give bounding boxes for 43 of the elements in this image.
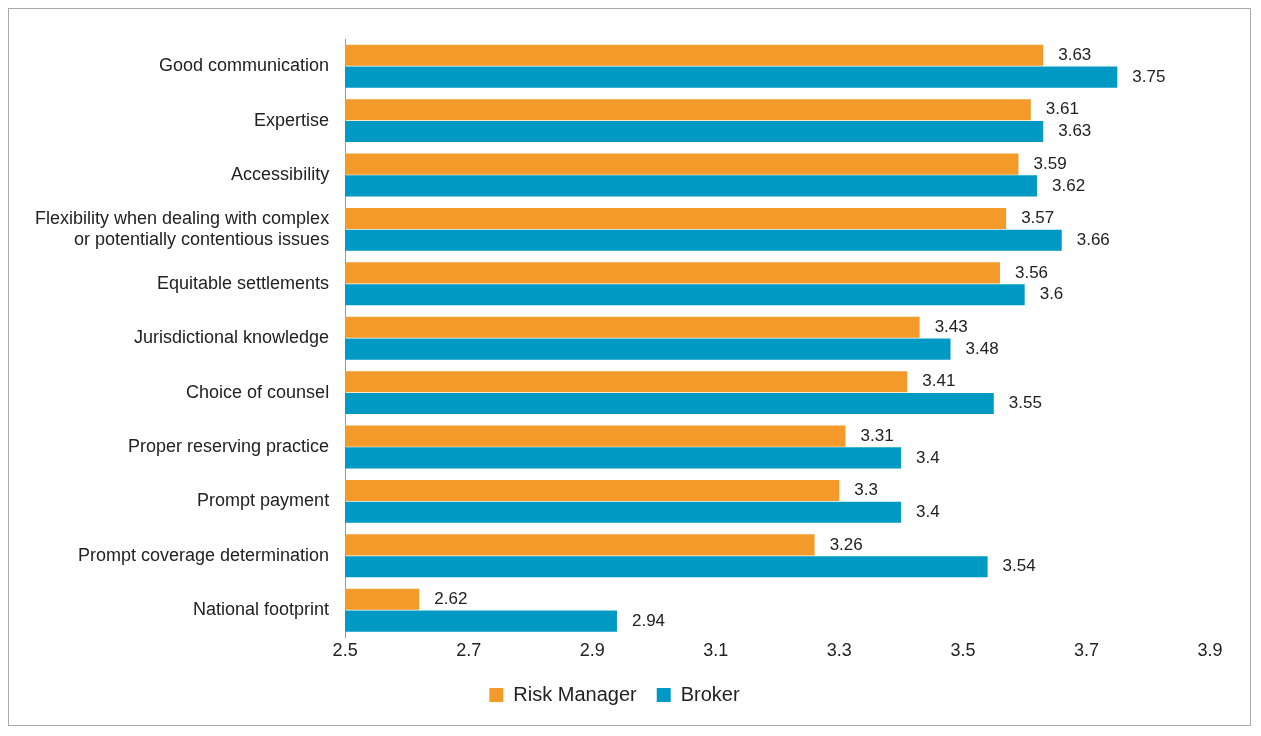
y-tick-label: Expertise (254, 109, 330, 130)
y-tick-label: National footprint (193, 599, 330, 620)
data-label: 3.75 (1132, 66, 1166, 86)
data-label: 3.57 (1021, 208, 1055, 228)
legend-label: Broker (680, 682, 740, 705)
x-tick-label: 3.3 (826, 640, 852, 661)
y-tick-label: Equitable settlements (157, 272, 330, 293)
data-label: 2.94 (631, 610, 666, 630)
data-label: 3.26 (829, 534, 863, 554)
y-tick-label: Accessibility (231, 163, 330, 184)
y-tick-label: Proper reserving practice (128, 435, 330, 456)
data-label: 3.3 (854, 480, 878, 500)
y-tick-label: Prompt coverage determination (77, 544, 330, 565)
data-label: 3.63 (1058, 45, 1092, 65)
x-tick-label: 2.5 (332, 640, 358, 661)
data-label: 3.4 (916, 501, 940, 521)
data-label: 3.6 (1039, 284, 1064, 304)
y-tick-label: Choice of counsel (186, 381, 330, 402)
data-label: 3.31 (860, 425, 894, 445)
data-label: 2.62 (434, 589, 468, 609)
data-label: 3.41 (922, 371, 956, 391)
data-label: 3.63 (1058, 121, 1092, 141)
x-tick-label: 2.7 (456, 640, 482, 661)
data-label: 3.56 (1014, 262, 1049, 282)
legend-label: Risk Manager (513, 682, 638, 705)
data-label: 3.54 (1002, 556, 1036, 576)
y-tick-label: Prompt payment (197, 490, 330, 511)
data-label: 3.59 (1033, 153, 1067, 173)
x-tick-label: 3.7 (1073, 640, 1099, 661)
data-label: 3.43 (934, 317, 968, 337)
data-label: 3.48 (965, 338, 999, 358)
x-tick-label: 3.1 (703, 640, 729, 661)
data-label: 3.4 (916, 447, 940, 467)
y-tick-label: Flexibility when dealing with complex or potentially contentious issues (34, 207, 330, 250)
data-label: 3.61 (1045, 99, 1079, 119)
y-tick-label: Good communication (159, 55, 330, 76)
x-tick-label: 3.9 (1197, 640, 1223, 661)
x-tick-label: 3.5 (950, 640, 976, 661)
y-tick-label: Jurisdictional knowledge (134, 327, 330, 348)
data-label: 3.66 (1076, 229, 1110, 249)
x-tick-label: 2.9 (579, 640, 605, 661)
data-label: 3.62 (1052, 175, 1086, 195)
data-label: 3.55 (1008, 393, 1042, 413)
